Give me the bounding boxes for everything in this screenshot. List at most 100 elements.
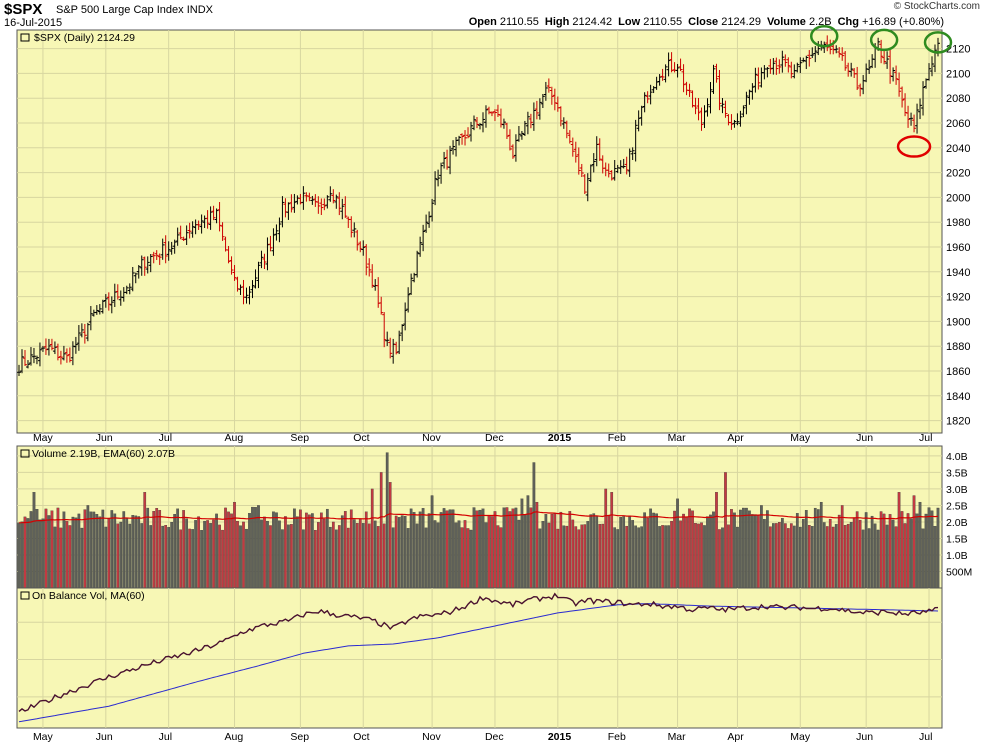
- price-bar: [94, 305, 99, 315]
- volume-bar: [41, 518, 45, 589]
- volume-bar: [287, 524, 290, 589]
- x-axis: May May Jun Jun Jul Jul Aug Aug Sep Sep Oct Oct Nov N…: [33, 432, 933, 743]
- volume-bar: [490, 516, 494, 589]
- volume-bar: [583, 524, 587, 589]
- x-tick-label-top: Sep: [290, 432, 309, 444]
- price-bar: [786, 57, 791, 73]
- volume-bar: [406, 528, 410, 589]
- volume-bar: [577, 529, 581, 589]
- price-bar: [403, 302, 408, 331]
- price-bar: [355, 229, 360, 251]
- volume-bar: [813, 507, 817, 589]
- price-bar: [807, 50, 812, 67]
- price-bar: [148, 253, 153, 273]
- price-bar: [400, 324, 405, 342]
- price-bar: [813, 46, 818, 63]
- volume-bar: [290, 524, 293, 589]
- volume-bar: [376, 526, 380, 589]
- price-legend-swatch: [20, 33, 30, 42]
- price-bar: [34, 355, 39, 365]
- price-bar: [780, 50, 785, 73]
- volume-bar: [610, 492, 614, 589]
- price-bar: [933, 44, 938, 73]
- volume-bar: [254, 507, 257, 589]
- price-bar: [103, 294, 108, 308]
- price-tick-label: 1860: [946, 366, 970, 378]
- price-bar: [714, 63, 719, 83]
- volume-bar: [314, 530, 317, 589]
- volume-bar: [140, 523, 144, 589]
- price-tick-label: 2020: [946, 168, 970, 180]
- volume-bar: [724, 472, 727, 589]
- price-bar: [507, 129, 512, 151]
- volume-bar: [511, 508, 515, 589]
- price-tick-label: 1820: [946, 416, 970, 428]
- price-bar: [810, 47, 815, 59]
- price-bar: [28, 347, 33, 366]
- price-bar: [352, 222, 357, 238]
- volume-bar: [337, 525, 341, 589]
- volume-bar: [616, 529, 620, 589]
- volume-bar: [703, 525, 706, 589]
- price-bar: [214, 208, 219, 224]
- price-bar: [693, 97, 698, 115]
- price-bar: [540, 93, 545, 109]
- price-bar: [460, 133, 465, 145]
- price-bar: [885, 51, 890, 69]
- volume-bar: [80, 527, 84, 589]
- price-bar: [567, 130, 572, 144]
- volume-tick-label: 3.5B: [946, 467, 968, 479]
- volume-bar: [775, 523, 778, 589]
- price-bar: [370, 264, 375, 288]
- price-bar: [900, 86, 905, 108]
- volume-bar: [53, 526, 57, 589]
- index-name: S&P 500 Large Cap Index INDX: [56, 4, 213, 16]
- price-bar: [537, 98, 542, 120]
- price-bar: [561, 117, 566, 129]
- volume-bar: [325, 508, 329, 589]
- price-bar: [723, 100, 728, 118]
- volume-bar: [682, 513, 685, 589]
- obv-line: [18, 592, 939, 712]
- price-bar: [675, 63, 680, 78]
- volume-bar: [143, 492, 147, 589]
- volume-bar: [161, 525, 165, 589]
- volume-bar: [882, 513, 886, 589]
- obv-ma-line: [18, 603, 939, 723]
- price-bar: [406, 287, 411, 313]
- price-bar: [918, 98, 923, 120]
- volume-bar: [502, 507, 506, 589]
- price-bar: [292, 193, 297, 213]
- volume-bar: [370, 488, 374, 589]
- volume-bar: [795, 513, 799, 589]
- price-bar: [79, 323, 84, 338]
- price-tick-label: 2100: [946, 68, 970, 80]
- price-bar: [612, 160, 617, 181]
- volume-bar: [62, 511, 66, 589]
- x-tick-label-top: Aug: [225, 432, 244, 444]
- x-tick-label-bottom: Mar: [668, 731, 687, 743]
- volume-bar: [867, 528, 871, 589]
- price-bar: [424, 214, 429, 233]
- volume-bar: [915, 513, 919, 589]
- volume-bar: [355, 523, 359, 589]
- price-bar: [489, 111, 494, 117]
- volume-bar: [694, 523, 697, 589]
- price-bar: [597, 138, 602, 161]
- price-bar: [340, 198, 345, 220]
- volume-bar: [736, 526, 739, 589]
- high-value: 2124.42: [572, 16, 613, 28]
- volume-bar: [388, 482, 392, 589]
- volume-bar: [74, 517, 78, 589]
- volume-bar: [553, 513, 557, 589]
- volume-bar: [305, 512, 308, 589]
- price-bar: [618, 160, 623, 174]
- x-tick-label-top: 2015: [548, 432, 572, 444]
- x-tick-label-top: Jul: [159, 432, 172, 444]
- price-bar: [265, 237, 270, 271]
- volume-bar: [463, 520, 467, 589]
- x-tick-label-top: Oct: [353, 432, 369, 444]
- price-bar: [82, 323, 87, 344]
- date: 16-Jul-2015: [4, 17, 63, 29]
- volume-bar: [646, 517, 649, 589]
